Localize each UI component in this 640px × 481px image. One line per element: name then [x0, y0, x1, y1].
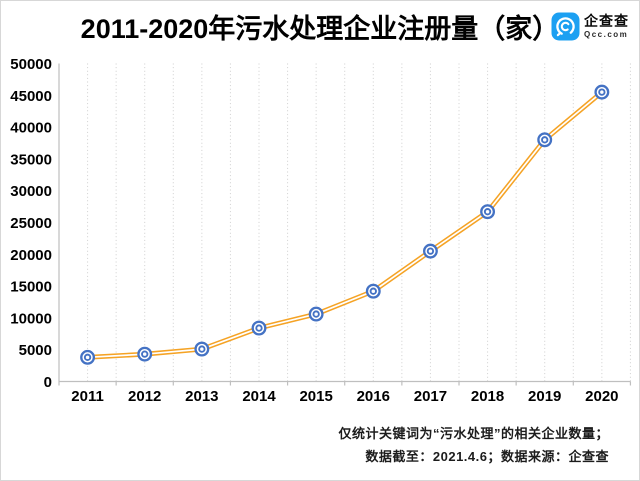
- svg-text:30000: 30000: [10, 183, 52, 200]
- chart-header: 2011-2020年污水处理企业注册量（家）: [1, 1, 639, 51]
- svg-text:2017: 2017: [414, 388, 447, 405]
- line-chart: 0 5000 10000 15000 20000 25000 30000 35000 40000…: [10, 56, 632, 405]
- qichacha-logo: 企查查 Qcc.com: [551, 12, 629, 41]
- qichacha-logo-icon: [551, 12, 580, 41]
- svg-text:35000: 35000: [10, 151, 52, 168]
- svg-text:15000: 15000: [10, 279, 52, 296]
- svg-text:10000: 10000: [10, 310, 52, 327]
- svg-text:2019: 2019: [528, 388, 561, 405]
- svg-text:45000: 45000: [10, 88, 52, 105]
- svg-text:2016: 2016: [357, 388, 390, 405]
- qichacha-logo-domain: Qcc.com: [584, 30, 629, 39]
- chart-footnote: 仅统计关键词为“污水处理”的相关企业数量； 数据截至：2021.4.6；数据来源…: [338, 423, 609, 468]
- svg-text:2018: 2018: [471, 388, 504, 405]
- svg-text:50000: 50000: [10, 56, 52, 73]
- svg-text:2020: 2020: [585, 388, 618, 405]
- qichacha-logo-name: 企查查: [584, 13, 629, 29]
- svg-text:5000: 5000: [19, 342, 52, 359]
- footnote-line-1: 仅统计关键词为“污水处理”的相关企业数量；: [338, 426, 609, 441]
- svg-text:0: 0: [44, 374, 52, 391]
- svg-text:25000: 25000: [10, 215, 52, 232]
- svg-text:2014: 2014: [242, 388, 276, 405]
- svg-text:2012: 2012: [128, 388, 161, 405]
- qichacha-logo-text: 企查查 Qcc.com: [584, 14, 629, 39]
- footnote-line-2: 数据截至：2021.4.6；数据来源：企查查: [365, 448, 609, 464]
- page-title: 2011-2020年污水处理企业注册量（家）: [80, 13, 560, 44]
- svg-text:20000: 20000: [10, 247, 52, 264]
- svg-text:2011: 2011: [71, 388, 104, 405]
- svg-text:40000: 40000: [10, 120, 52, 137]
- svg-text:2013: 2013: [185, 388, 218, 405]
- svg-text:2015: 2015: [299, 388, 332, 405]
